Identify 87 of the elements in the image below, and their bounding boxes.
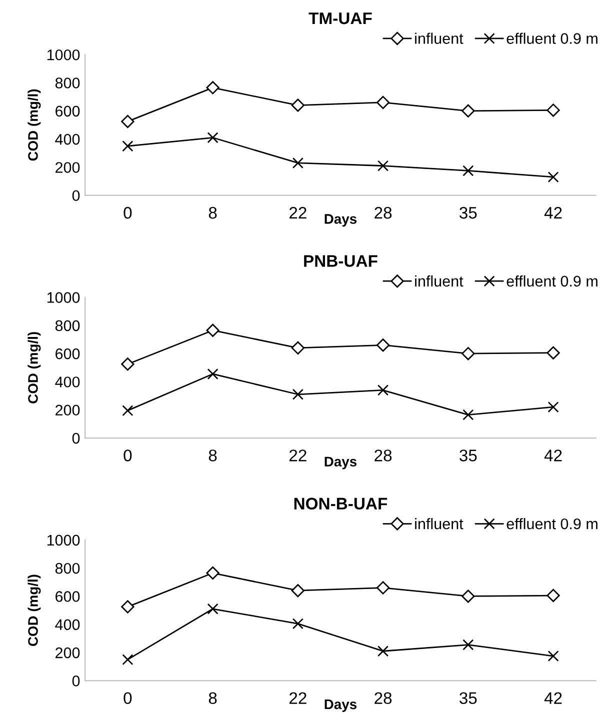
y-tick-label: 1000 — [47, 292, 80, 303]
chart-title: TM-UAF — [308, 12, 372, 24]
x-tick-label: 42 — [544, 206, 562, 219]
x-tick-label: 35 — [460, 450, 477, 462]
x-tick-label: 0 — [124, 450, 132, 462]
y-tick-label: 1000 — [47, 534, 80, 546]
x-tick-label: 35 — [460, 692, 477, 704]
y-tick-label: 800 — [55, 562, 80, 574]
point — [462, 639, 474, 650]
point — [121, 114, 134, 128]
chart-title: PNB-UAF — [304, 255, 378, 267]
x-tick-label: 28 — [374, 450, 392, 462]
point — [462, 346, 475, 360]
point — [462, 590, 475, 603]
x-tick-label: 28 — [374, 206, 392, 219]
y-tick-label: 0 — [72, 190, 80, 202]
point — [377, 384, 389, 396]
point — [462, 165, 474, 176]
legend-label: influent — [415, 518, 464, 530]
x-tick-label: 0 — [124, 206, 132, 219]
point — [207, 368, 218, 380]
point — [376, 338, 390, 352]
x-axis-title: Days — [324, 456, 357, 470]
y-tick-label: 200 — [56, 162, 80, 173]
point — [376, 96, 390, 110]
legend-label: influent — [415, 275, 464, 287]
x-tick-label: 22 — [289, 206, 306, 219]
x-tick-label: 8 — [208, 692, 217, 704]
y-tick-label: 0 — [72, 432, 80, 444]
point — [462, 104, 475, 118]
point — [377, 646, 389, 657]
y-tick-label: 600 — [56, 348, 80, 360]
x-axis-title: Days — [324, 214, 357, 227]
legend-label: effluent 0.9 m — [506, 275, 598, 287]
point — [548, 171, 559, 183]
point — [291, 341, 305, 355]
point — [291, 98, 305, 112]
x-tick-label: 42 — [544, 450, 562, 462]
point — [207, 132, 218, 144]
point — [206, 81, 220, 94]
y-axis-title: COD (mg/l) — [28, 332, 41, 404]
point — [122, 654, 134, 666]
y-tick-label: 800 — [55, 78, 80, 88]
point — [291, 584, 305, 598]
point — [121, 600, 134, 614]
y-tick-label: 800 — [55, 320, 80, 332]
point — [546, 588, 560, 602]
x-tick-label: 28 — [374, 692, 392, 704]
point — [206, 324, 220, 337]
point — [122, 140, 134, 152]
y-axis-title: COD (mg/l) — [28, 574, 41, 646]
point — [462, 409, 474, 420]
point — [292, 157, 304, 169]
x-tick-label: 0 — [124, 692, 132, 704]
point — [121, 358, 134, 371]
legend-label: effluent 0.9 m — [506, 32, 598, 44]
point — [546, 346, 560, 360]
y-tick-label: 400 — [55, 619, 80, 630]
legend-label: influent — [415, 32, 464, 44]
y-axis-title: COD (mg/l) — [28, 89, 41, 161]
x-tick-label: 35 — [460, 206, 477, 219]
point — [546, 104, 560, 117]
point — [292, 618, 304, 630]
point — [206, 566, 220, 580]
x-tick-label: 8 — [208, 206, 217, 219]
y-tick-label: 400 — [55, 134, 80, 145]
x-tick-label: 42 — [544, 692, 562, 704]
point — [376, 581, 390, 594]
y-tick-label: 600 — [56, 591, 80, 602]
y-tick-label: 200 — [56, 404, 80, 416]
x-tick-label: 22 — [289, 692, 306, 704]
y-tick-label: 600 — [56, 106, 80, 117]
y-tick-label: 1000 — [47, 49, 80, 60]
chart-title: NON-B-UAF — [294, 498, 388, 510]
point — [122, 405, 134, 416]
point — [548, 650, 559, 662]
y-tick-label: 400 — [55, 376, 80, 388]
y-tick-label: 200 — [56, 647, 80, 658]
point — [207, 603, 218, 614]
y-tick-label: 0 — [72, 676, 80, 686]
legend-label: effluent 0.9 m — [506, 518, 598, 530]
x-tick-label: 22 — [289, 450, 306, 462]
x-tick-label: 8 — [208, 450, 217, 462]
point — [292, 388, 304, 400]
point — [377, 160, 389, 172]
point — [548, 401, 559, 413]
x-axis-title: Days — [324, 700, 357, 712]
